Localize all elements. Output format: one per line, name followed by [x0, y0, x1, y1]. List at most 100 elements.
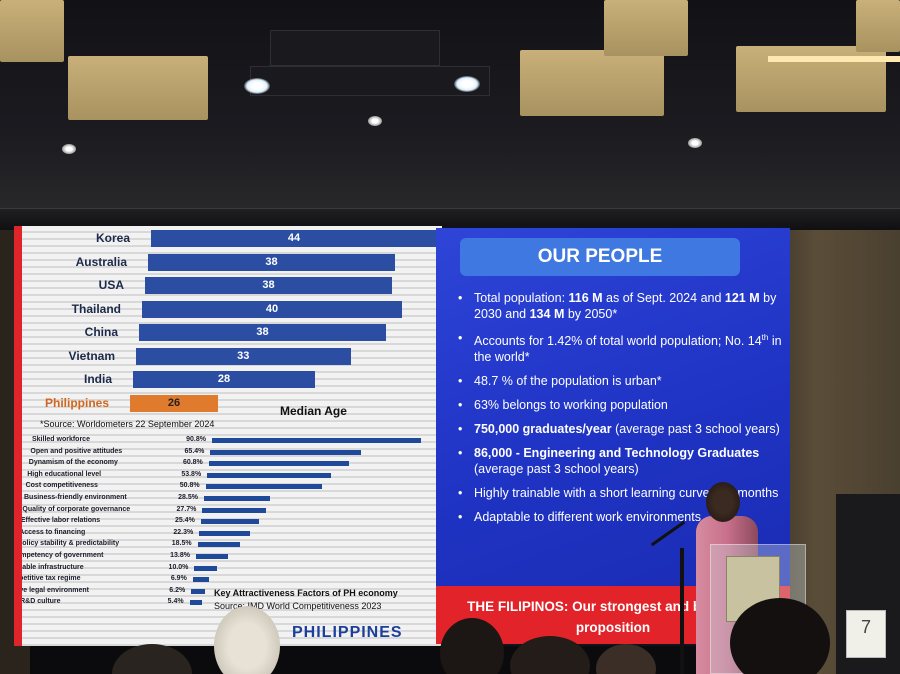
factor-label: Open and positive attitudes	[30, 447, 123, 455]
audience-head	[596, 644, 656, 674]
bullet-text: in the world*	[474, 334, 782, 365]
lighting-rig	[250, 66, 490, 96]
bullet-strong: 134 M	[529, 307, 565, 321]
spotlight-icon	[62, 144, 76, 154]
factor-value: 28.5%	[178, 494, 198, 501]
country-label: China	[84, 325, 118, 339]
factor-label: Skilled workforce	[32, 436, 90, 443]
table-number-card: 7	[846, 610, 886, 658]
factor-value: 6.2%	[169, 586, 186, 594]
speaker-head	[706, 482, 740, 522]
acoustic-panel	[520, 50, 664, 116]
factor-bar	[204, 496, 270, 501]
factor-bar	[207, 472, 331, 478]
factor-label: Effective labor relations	[22, 517, 101, 525]
factor-label: Policy stability & predictability	[22, 540, 120, 548]
factor-row: ompetency of government 13.8%	[22, 552, 416, 561]
country-label: Korea	[95, 231, 130, 245]
factor-bar	[199, 530, 251, 536]
factor-row: Business-friendly environment 28.5%	[24, 494, 424, 503]
factor-label: Business-friendly environment	[24, 494, 127, 501]
factor-bar	[205, 484, 323, 490]
factor-row: Access to financing 22.3%	[22, 529, 419, 538]
bullet-strong: 121 M	[724, 291, 760, 305]
median-age-title: Median Age	[280, 404, 347, 418]
factor-value: 22.3%	[173, 528, 194, 536]
factor-bar	[208, 461, 349, 467]
factor-row: Policy stability & predictability 18.5%	[22, 540, 418, 549]
median-age-bar: 44	[151, 230, 437, 247]
audience-head	[112, 644, 192, 674]
acoustic-panel	[0, 0, 64, 62]
factor-value: 60.8%	[182, 459, 203, 467]
factor-bar	[197, 542, 241, 548]
factor-value: 27.7%	[176, 505, 197, 513]
bullet-trainable: Highly trainable with a short learning c…	[456, 485, 786, 501]
factor-row: Open and positive attitudes 65.4%	[30, 448, 430, 457]
bullet-working: 63% belongs to working population	[456, 397, 786, 413]
country-label: Australia	[75, 254, 127, 269]
bullet-engineering: 86,000 - Engineering and Technology Grad…	[456, 445, 786, 477]
factor-value: 10.0%	[168, 563, 189, 571]
factor-value: 53.8%	[181, 470, 202, 478]
country-label: India	[83, 372, 112, 386]
factor-value: 13.8%	[170, 552, 190, 559]
country-label: Thailand	[71, 301, 121, 316]
factor-label: ng R&D culture	[22, 598, 61, 606]
bullet-text: by 2030 and	[474, 291, 777, 321]
factor-row: High educational level 53.8%	[27, 471, 427, 480]
audience-head	[214, 606, 280, 674]
factor-label: High educational level	[27, 470, 102, 478]
lighting-rig	[270, 30, 440, 66]
factor-row: Dynamism of the economy 60.8%	[29, 459, 429, 468]
spotlight-icon	[244, 78, 270, 94]
logo-text: PHILIPPINES	[292, 624, 403, 641]
factor-label: ctive legal environment	[22, 586, 90, 594]
factor-bar	[189, 600, 203, 606]
factor-row: mpetitive tax regime 6.9%	[22, 575, 413, 584]
stage-truss	[0, 208, 900, 230]
factor-bar	[212, 438, 421, 443]
median-age-bar: 40	[142, 300, 402, 318]
factor-bar	[194, 565, 218, 571]
philippines-logo: PHILIPPINES	[292, 624, 403, 642]
country-label: Philippines	[44, 395, 109, 410]
factor-row: eliable infrastructure 10.0%	[22, 564, 414, 573]
bullet-strong: 86,000 - Engineering and Technology Grad…	[474, 446, 760, 461]
factor-label: eliable infrastructure	[22, 563, 84, 571]
bullet-population: Total population: 116 M as of Sept. 2024…	[456, 290, 786, 322]
median-age-bar: 38	[148, 253, 395, 271]
spotlight-icon	[688, 138, 702, 148]
median-age-bar: 38	[145, 277, 392, 294]
factor-row: Skilled workforce 90.8%	[32, 436, 432, 445]
factor-value: 5.4%	[167, 598, 184, 606]
factor-row: Quality of corporate governance 27.7%	[22, 506, 422, 515]
acoustic-panel	[604, 0, 688, 56]
bullet-text: by 2050*	[564, 307, 618, 321]
factor-row: ng R&D culture 5.4%	[22, 598, 410, 607]
light-strip	[768, 56, 900, 62]
audience-head	[730, 598, 830, 674]
bullet-text: Total population:	[474, 291, 569, 305]
factor-label: Quality of corporate governance	[22, 505, 131, 513]
country-label: Vietnam	[68, 348, 115, 363]
our-people-slide: OUR PEOPLE Total population: 116 M as of…	[436, 228, 790, 644]
bullet-world-share: Accounts for 1.42% of total world popula…	[456, 330, 786, 365]
bullet-strong: 116 M	[568, 291, 603, 305]
bullet-text: (average past 3 school years)	[611, 422, 780, 437]
factors-source: Source: IMD World Competitiveness 2023	[214, 601, 382, 611]
factor-bar	[196, 554, 228, 559]
factor-bar	[191, 588, 206, 594]
median-age-bar: 38	[139, 324, 386, 341]
factor-value: 6.9%	[170, 575, 187, 583]
microphone-stand	[680, 548, 684, 674]
factor-label: Access to financing	[22, 528, 86, 536]
bullet-list: Total population: 116 M as of Sept. 2024…	[456, 290, 786, 533]
bullet-superscript: th	[761, 333, 769, 342]
factor-label: Dynamism of the economy	[28, 459, 118, 467]
bullet-graduates: 750,000 graduates/year (average past 3 s…	[456, 421, 786, 437]
factor-bar	[200, 519, 260, 525]
median-age-bar: 28	[133, 371, 315, 388]
factor-bar	[210, 449, 361, 455]
factor-row: Cost competitiveness 50.8%	[26, 482, 426, 491]
